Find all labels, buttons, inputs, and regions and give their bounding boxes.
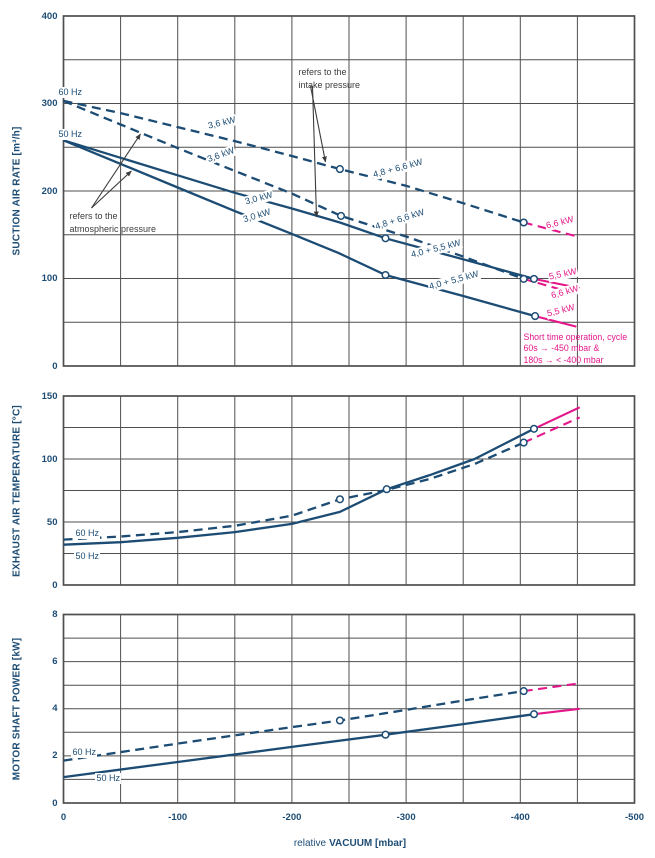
x-tick-label: -100 — [168, 812, 188, 823]
note-line: refers to the — [69, 210, 118, 221]
series-marker — [519, 438, 528, 447]
series-marker — [519, 218, 528, 227]
series-marker — [519, 687, 528, 696]
power-rating-label: 5,5 kW — [545, 301, 578, 320]
y-tick-label: 50 — [46, 516, 58, 528]
annotation-arrow — [91, 133, 141, 209]
series-curve-50Hz — [63, 427, 535, 546]
series-curve-60Hz — [63, 99, 525, 224]
power-rating-label: 4,0 + 5,5 kW — [409, 237, 464, 261]
x-tick-label: -300 — [396, 812, 416, 823]
y-axis-title: EXHAUST AIR TEMPERATURE [°C] — [11, 404, 23, 577]
chart-motor-shaft-power — [62, 613, 636, 804]
y-tick-label: 4 — [52, 703, 58, 715]
series-marker — [529, 710, 539, 719]
series-marker — [381, 270, 390, 280]
chart-exhaust-air-temperature — [62, 395, 636, 586]
series-marker — [335, 495, 344, 504]
note-line: atmospheric pressure — [69, 224, 157, 235]
chart-border — [62, 15, 636, 367]
power-rating-label: 3,6 kW — [205, 144, 238, 166]
frequency-label: 60 Hz — [74, 528, 100, 540]
x-axis-title-bold: VACUUM [mbar] — [329, 838, 407, 849]
y-tick-label: 300 — [41, 98, 58, 109]
annotation-arrow — [311, 85, 319, 218]
frequency-label: 60 Hz — [71, 746, 97, 758]
y-tick-label: 6 — [52, 656, 58, 668]
power-rating-label: 6,6 kW — [544, 213, 577, 232]
chart-border — [62, 395, 636, 586]
short-time-operation-note: Short time operation, cycle 60s → -450 m… — [523, 332, 627, 367]
note-line: 60s → -450 mbar & — [523, 343, 600, 354]
power-rating-label: 6,6 kW — [549, 282, 582, 302]
series-marker — [531, 312, 540, 321]
short-time-extension — [533, 406, 581, 430]
note-line: Short time operation, cycle — [523, 331, 628, 342]
y-tick-label: 400 — [41, 10, 58, 22]
series-marker — [381, 234, 390, 243]
series-marker — [335, 165, 344, 174]
y-tick-label: 150 — [41, 390, 58, 402]
short-time-extension — [534, 315, 577, 328]
atmospheric-pressure-note: refers to the atmospheric pressure — [69, 210, 156, 237]
power-rating-label: 3,0 kW — [243, 189, 276, 208]
note-line: intake pressure — [298, 80, 361, 91]
short-time-extension — [533, 707, 580, 716]
series-marker — [382, 485, 391, 494]
series-marker — [335, 716, 344, 725]
y-axis-title: MOTOR SHAFT POWER [kW] — [11, 637, 23, 781]
series-marker — [336, 211, 346, 220]
short-time-extension — [523, 221, 578, 238]
intake-pressure-note: refers to the intake pressure — [299, 66, 361, 93]
x-tick-label: -200 — [282, 812, 302, 823]
power-rating-label: 3,0 kW — [240, 206, 273, 226]
series-marker — [519, 274, 528, 283]
x-tick-label: -400 — [510, 812, 530, 823]
short-time-extension — [523, 416, 581, 444]
power-rating-label: 4,0 + 5,5 kW — [427, 268, 482, 293]
y-tick-label: 8 — [52, 609, 58, 620]
power-rating-label: 4,8 + 6,6 kW — [371, 156, 426, 181]
note-line: 180s → < -400 mbar — [523, 354, 604, 365]
y-axis-title: SUCTION AIR RATE [m³/h] — [11, 126, 23, 256]
y-tick-label: 0 — [52, 360, 58, 372]
note-line: refers to the — [298, 66, 347, 77]
x-tick-label: -500 — [624, 812, 645, 823]
y-tick-label: 100 — [41, 273, 58, 284]
x-tick-label: 0 — [60, 812, 67, 823]
y-tick-label: 2 — [52, 750, 58, 762]
series-marker — [529, 274, 539, 283]
power-rating-label: 5,5 kW — [547, 265, 580, 283]
frequency-label: 50 Hz — [74, 550, 100, 562]
frequency-label: 60 Hz — [57, 86, 84, 98]
x-axis-title: relative VACUUM [mbar] — [294, 838, 406, 849]
y-tick-label: 0 — [52, 797, 58, 809]
frequency-label: 50 Hz — [57, 128, 84, 140]
series-marker — [529, 424, 539, 433]
series-curve-60Hz — [63, 441, 525, 541]
y-tick-label: 0 — [52, 579, 58, 591]
short-time-extension — [523, 682, 580, 693]
power-rating-label: 3,6 kW — [206, 114, 239, 132]
power-rating-label: 4,8 + 6,6 kW — [373, 206, 428, 233]
y-tick-label: 100 — [41, 453, 58, 465]
annotation-arrow — [91, 170, 132, 209]
series-curve-50Hz — [63, 713, 535, 779]
frequency-label: 50 Hz — [95, 773, 121, 785]
x-axis-title-regular: relative — [293, 838, 327, 849]
y-tick-label: 200 — [41, 185, 58, 197]
chart-border — [62, 613, 636, 804]
series-marker — [381, 730, 390, 739]
